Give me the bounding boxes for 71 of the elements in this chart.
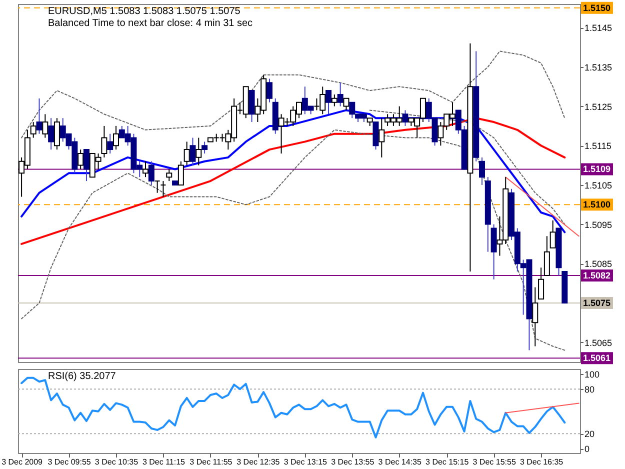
candlestick [160, 180, 166, 198]
candlestick [544, 236, 550, 276]
x-tick-label: 3 Dec 09:55 [48, 458, 92, 466]
y-tick-label: 100 [584, 370, 600, 380]
candlestick [196, 137, 202, 166]
candlestick [490, 224, 497, 280]
candlestick [48, 118, 54, 150]
y-tick-label: 20 [584, 429, 595, 440]
candlestick [184, 141, 190, 166]
candlestick [326, 90, 332, 115]
candlestick [550, 220, 556, 248]
candlestick [30, 122, 36, 138]
x-tick-label: 3 Dec 13:55 [331, 458, 375, 466]
candlestick [112, 125, 119, 150]
y-tick-label: 1.5105 [584, 180, 612, 190]
candlestick [378, 118, 385, 158]
candlestick [36, 98, 42, 134]
y-tick-label: 1.5125 [584, 102, 612, 112]
candlestick [190, 137, 196, 166]
candlestick [78, 149, 84, 170]
candlestick [372, 122, 379, 150]
x-tick-label: 3 Dec 10:35 [94, 458, 139, 466]
y-tick-label: 1.5085 [584, 259, 612, 270]
y-tick-label: 1.5145 [584, 23, 612, 34]
candlestick [248, 90, 255, 123]
candlestick [337, 82, 344, 107]
candlestick [166, 168, 172, 182]
candlestick [202, 141, 208, 154]
x-tick-label: 3 Dec 14:35 [378, 458, 422, 466]
text: Balanced Time to next bar close: 4 min 31 sec [48, 18, 253, 29]
x-tick-label: 3 Dec 15:55 [472, 458, 516, 466]
candlestick [42, 114, 48, 138]
y-tick-label: 1.5095 [584, 220, 612, 230]
candlestick [148, 160, 154, 186]
x-tick-label: 3 Dec 15:15 [426, 458, 470, 466]
candlestick [54, 118, 60, 150]
ref-line-label: 1.5075 [583, 298, 611, 308]
candlestick [83, 149, 90, 182]
ref-line-label: 1.5109 [583, 164, 611, 174]
candlestick [266, 78, 272, 103]
x-tick-label: 3 Dec 11:55 [190, 458, 233, 466]
x-tick-label: 3 Dec 2009 [2, 458, 44, 466]
candlestick [402, 110, 408, 126]
chart-title: RSI(6) 35.2077 [48, 371, 116, 382]
x-tick-label: 3 Dec 12:35 [236, 458, 280, 466]
line-series [369, 110, 566, 225]
y-tick-label: 1.5135 [584, 62, 612, 72]
y-tick-label: 0 [584, 444, 590, 454]
line-series [21, 50, 566, 138]
y-tick-label: 1.5115 [584, 141, 612, 152]
candlestick [331, 94, 338, 107]
ref-line-label: 1.5061 [583, 353, 611, 364]
candlestick [538, 267, 544, 300]
candlestick [178, 160, 184, 186]
x-tick-label: 3 Dec 13:15 [284, 458, 328, 466]
candlestick [107, 133, 114, 154]
candlestick [154, 180, 160, 194]
y-tick-label: 80 [584, 384, 595, 395]
candlestick [142, 160, 149, 178]
ref-line-label: 1.5082 [583, 270, 611, 280]
x-tick-label: 3 Dec 11:15 [142, 458, 186, 466]
candlestick [479, 156, 486, 186]
ref-line-label: 1.5100 [583, 200, 611, 210]
line-series [21, 129, 566, 351]
candlestick [532, 286, 538, 347]
y-tick-label: 1.5065 [584, 338, 612, 348]
candlestick [101, 125, 108, 158]
candlestick [343, 98, 350, 111]
x-tick-label: 3 Dec 16:35 [520, 458, 564, 466]
ref-line-label: 1.5150 [583, 2, 611, 13]
chart-title: EURUSD,M5 1.5083 1.5083 1.5075 1.5075 [48, 6, 241, 17]
